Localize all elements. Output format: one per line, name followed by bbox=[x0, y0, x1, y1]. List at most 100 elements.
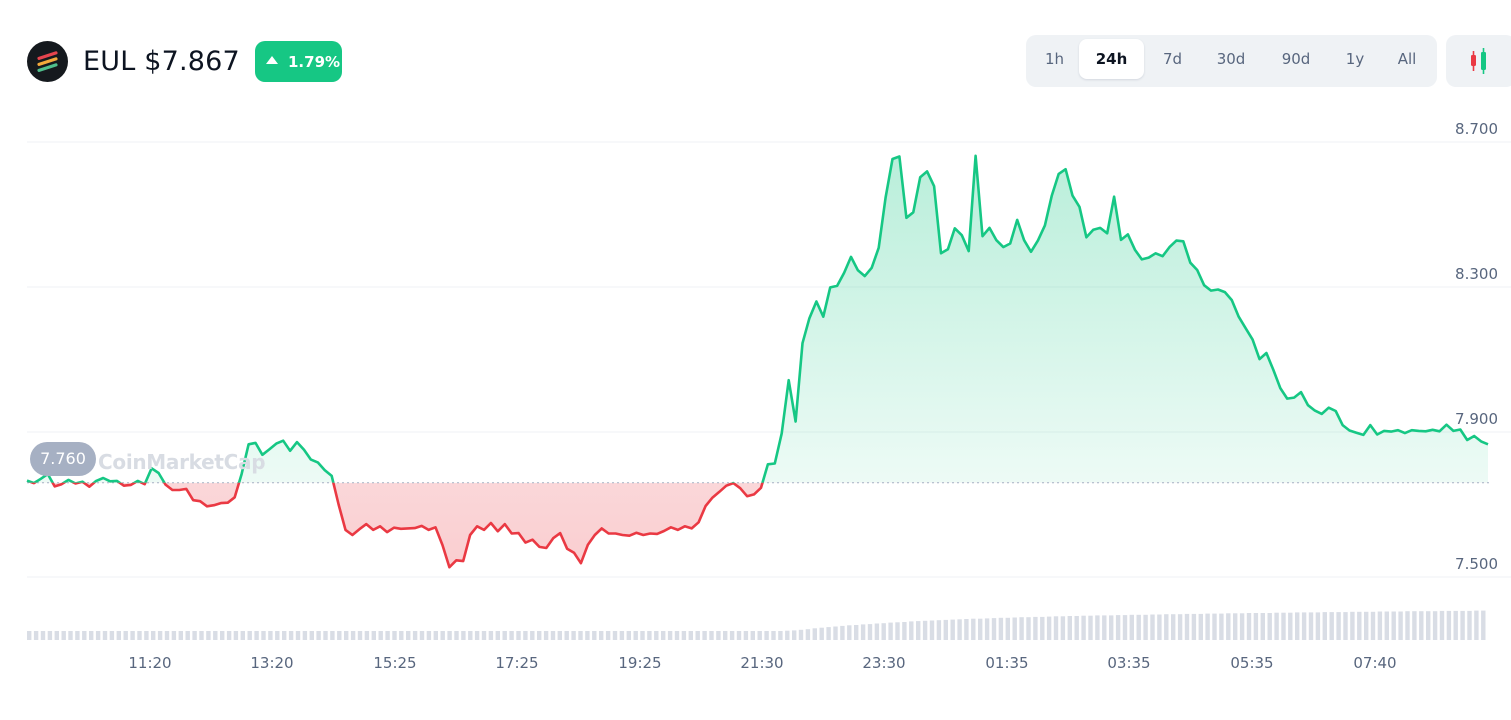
volume-bar bbox=[523, 631, 528, 640]
volume-bar bbox=[1391, 611, 1396, 640]
volume-bar bbox=[178, 631, 183, 640]
volume-bar bbox=[378, 631, 383, 640]
volume-bar bbox=[1481, 610, 1486, 640]
volume-bar bbox=[1115, 615, 1121, 640]
volume-bar bbox=[385, 631, 390, 640]
volume-bar bbox=[412, 631, 418, 640]
volume-bar bbox=[502, 631, 507, 640]
x-tick-label: 19:25 bbox=[618, 654, 661, 672]
volume-bar bbox=[254, 631, 259, 640]
volume-bar bbox=[716, 631, 721, 640]
range-button-1h[interactable]: 1h bbox=[1044, 50, 1065, 68]
volume-bar bbox=[592, 631, 597, 640]
volume-bar bbox=[833, 626, 838, 640]
volume-bar bbox=[764, 631, 769, 640]
volume-bar bbox=[130, 631, 135, 640]
volume-bar bbox=[337, 631, 342, 640]
volume-bar bbox=[509, 631, 514, 640]
volume-bar bbox=[1157, 614, 1162, 640]
volume-bar bbox=[344, 631, 349, 640]
area-fill-above-open bbox=[27, 155, 1488, 483]
volume-bar bbox=[964, 619, 969, 640]
volume-bar bbox=[1012, 617, 1017, 640]
volume-bar bbox=[805, 629, 811, 640]
volume-bar bbox=[1274, 612, 1279, 640]
volume-bar bbox=[75, 631, 80, 640]
open-price-badge: 7.760 bbox=[30, 442, 96, 476]
volume-bar bbox=[543, 631, 549, 640]
volume-bar bbox=[144, 631, 149, 640]
volume-bar bbox=[47, 631, 53, 640]
range-button-all[interactable]: All bbox=[1397, 50, 1417, 68]
range-button-1y[interactable]: 1y bbox=[1345, 50, 1365, 68]
volume-bar bbox=[102, 631, 108, 640]
range-button-30d[interactable]: 30d bbox=[1216, 50, 1246, 68]
volume-bar bbox=[936, 620, 942, 640]
volume-bar bbox=[1301, 612, 1307, 640]
volume-bar bbox=[1343, 612, 1348, 640]
price-chart[interactable]: 7.500 7.900 8.300 8.700 11:20 13:20 15:25 17:2… bbox=[0, 110, 1511, 690]
volume-bar bbox=[874, 623, 880, 640]
volume-bar bbox=[440, 631, 445, 640]
volume-bar bbox=[1033, 616, 1038, 640]
volume-bar bbox=[619, 631, 625, 640]
volume-bar bbox=[288, 631, 294, 640]
price-area bbox=[27, 155, 1488, 568]
y-tick-label: 7.500 bbox=[1455, 555, 1498, 573]
volume-bar bbox=[916, 621, 921, 640]
caret-up-icon bbox=[266, 56, 278, 64]
volume-bar bbox=[971, 618, 976, 640]
volume-bar bbox=[89, 631, 94, 640]
volume-bar bbox=[137, 631, 142, 640]
x-tick-label: 11:20 bbox=[128, 654, 171, 672]
chart-type-button[interactable] bbox=[1446, 35, 1511, 87]
volume-bar bbox=[585, 631, 590, 640]
volume-bar bbox=[1467, 610, 1472, 640]
volume-bar bbox=[929, 620, 935, 640]
euler-logo-icon bbox=[27, 41, 68, 82]
volume-bar bbox=[1405, 611, 1410, 640]
volume-bar bbox=[275, 631, 280, 640]
volume-bar bbox=[1253, 613, 1259, 640]
volume-bar bbox=[1122, 615, 1128, 640]
x-tick-label: 07:40 bbox=[1353, 654, 1396, 672]
volume-bar bbox=[226, 631, 232, 640]
volume-bar bbox=[82, 631, 87, 640]
volume-bar bbox=[1219, 613, 1224, 640]
volume-bar bbox=[792, 630, 797, 640]
range-button-7d[interactable]: 7d bbox=[1162, 50, 1183, 68]
volume-bar bbox=[1419, 611, 1424, 640]
price-change-value: 1.79% bbox=[288, 53, 341, 71]
volume-bar bbox=[564, 631, 569, 640]
volume-bar bbox=[695, 631, 700, 640]
volume-bar bbox=[647, 631, 652, 640]
volume-bar bbox=[295, 631, 301, 640]
volume-bar bbox=[1129, 614, 1134, 640]
volume-bar bbox=[633, 631, 638, 640]
grid-lines bbox=[27, 141, 1511, 578]
volume-bar bbox=[40, 631, 46, 640]
volume-bar bbox=[330, 631, 335, 640]
volume-bar bbox=[516, 631, 521, 640]
volume-bar bbox=[1109, 615, 1114, 640]
volume-bar bbox=[1102, 615, 1107, 640]
volume-bar bbox=[61, 631, 66, 640]
range-button-90d[interactable]: 90d bbox=[1281, 50, 1311, 68]
volume-bar bbox=[674, 631, 680, 640]
volume-bar bbox=[1267, 613, 1272, 640]
volume-bar bbox=[702, 631, 707, 640]
volume-bar bbox=[157, 631, 163, 640]
x-tick-label: 05:35 bbox=[1230, 654, 1273, 672]
volume-bar bbox=[743, 631, 749, 640]
volume-bar bbox=[757, 631, 762, 640]
volume-bar bbox=[488, 631, 494, 640]
x-tick-label: 03:35 bbox=[1107, 654, 1150, 672]
y-tick-label: 8.700 bbox=[1455, 120, 1498, 138]
volume-bar bbox=[392, 631, 397, 640]
range-button-24h[interactable]: 24h bbox=[1079, 39, 1144, 79]
volume-bar bbox=[1005, 617, 1010, 640]
volume-bar bbox=[895, 622, 900, 640]
volume-bar bbox=[860, 624, 866, 640]
volume-bar bbox=[1364, 611, 1369, 640]
volume-bar bbox=[1226, 613, 1231, 640]
